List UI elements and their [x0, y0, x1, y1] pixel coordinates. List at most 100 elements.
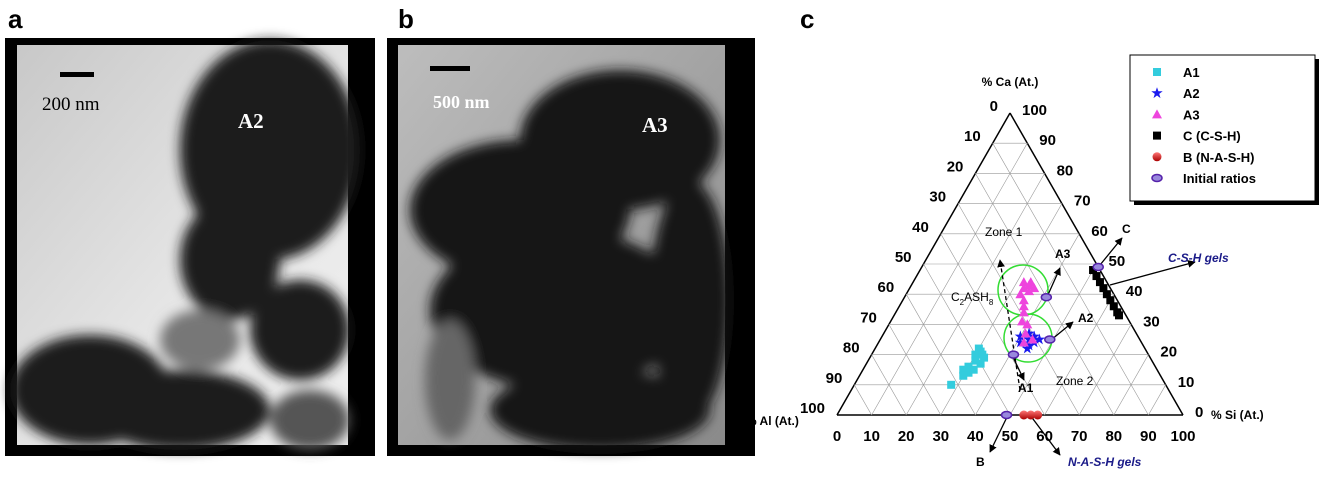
- grid-line: [871, 143, 1028, 416]
- legend-marker: [1152, 152, 1162, 162]
- right-tick-label: 10: [1178, 374, 1195, 391]
- arrow: [997, 259, 1021, 391]
- left-tick-label: 0: [990, 98, 998, 115]
- scale-bar: [60, 72, 94, 77]
- micrograph-texture: [10, 40, 360, 450]
- point: [1014, 336, 1027, 348]
- bottom-tick-label: 80: [1105, 428, 1122, 445]
- axis-title: % Ca (At.): [982, 75, 1039, 89]
- right-tick-label: 20: [1160, 344, 1177, 361]
- bottom-tick-label: 40: [967, 428, 984, 445]
- point: [1019, 410, 1029, 420]
- left-tick-label: 30: [929, 189, 946, 206]
- grid-line: [1148, 384, 1166, 416]
- point: [1021, 342, 1033, 354]
- point: [1020, 328, 1031, 338]
- right-tick-label: 30: [1143, 313, 1160, 330]
- point: [1023, 327, 1035, 339]
- bottom-tick-label: 50: [1002, 428, 1019, 445]
- annotation: C: [1122, 222, 1131, 236]
- left-tick-label: 70: [860, 309, 877, 326]
- right-tick-label: 80: [1057, 162, 1074, 179]
- point: [1018, 283, 1029, 293]
- grid-line: [992, 143, 1149, 416]
- point: [971, 356, 980, 365]
- point: [1023, 339, 1035, 351]
- point: [971, 350, 980, 359]
- point: [1027, 334, 1038, 344]
- point: [959, 371, 968, 380]
- right-tick-label: 40: [1126, 283, 1143, 300]
- grid-line: [1113, 354, 1149, 416]
- point: [1017, 316, 1028, 326]
- point: [1033, 333, 1046, 345]
- grid-line: [905, 294, 976, 416]
- annotation: B: [976, 455, 985, 469]
- phase-label-part: ASH: [964, 290, 989, 304]
- annotation: A3: [1055, 247, 1071, 261]
- legend-marker: [1151, 173, 1163, 183]
- left-tick-label: 80: [843, 340, 860, 357]
- scale-text: 500 nm: [433, 92, 490, 112]
- axis-title: % Si (At.): [1211, 408, 1264, 422]
- point: [1018, 307, 1029, 317]
- point: [1018, 295, 1029, 305]
- legend-marker: [1153, 68, 1161, 76]
- point: [1018, 277, 1029, 287]
- point: [1102, 290, 1111, 299]
- scale-bar: [430, 66, 470, 71]
- phase-label-part: C: [951, 290, 960, 304]
- point: [1114, 311, 1123, 320]
- point: [1089, 266, 1098, 275]
- left-tick-label: 50: [895, 249, 912, 266]
- phase-label: C2ASH8: [951, 290, 994, 307]
- right-tick-label: 0: [1195, 404, 1203, 421]
- annotation: A2: [1078, 311, 1094, 325]
- grid-line: [1044, 294, 1115, 416]
- right-tick-label: 60: [1091, 223, 1108, 240]
- arrow: [1050, 321, 1074, 341]
- point: [1099, 284, 1108, 293]
- right-tick-label: 70: [1074, 193, 1091, 210]
- point: [1007, 350, 1020, 359]
- sample-label: A3: [642, 113, 668, 137]
- point: [1106, 296, 1115, 305]
- legend-label: A3: [1183, 107, 1200, 122]
- panel-label: a: [8, 4, 23, 34]
- grid-line: [923, 263, 1011, 416]
- point: [1044, 335, 1056, 344]
- annotation: C-S-H gels: [1168, 251, 1229, 265]
- grid-line: [1078, 324, 1132, 416]
- point: [959, 365, 968, 374]
- legend-label: A1: [1183, 65, 1200, 80]
- point: [1109, 302, 1118, 311]
- legend-label: B (N-A-S-H): [1183, 150, 1254, 165]
- legend-marker: [1152, 109, 1162, 119]
- point: [1092, 262, 1104, 272]
- sample-label: A2: [238, 109, 264, 133]
- left-tick-label: 10: [964, 128, 981, 145]
- left-tick-label: 90: [826, 370, 843, 387]
- arrow: [989, 414, 1009, 453]
- point: [1040, 292, 1053, 302]
- arrow: [1029, 414, 1061, 456]
- point: [1025, 277, 1036, 287]
- legend-label: C (C-S-H): [1183, 129, 1241, 144]
- right-tick-label: 100: [1022, 102, 1047, 119]
- point: [964, 368, 973, 377]
- left-tick-label: 40: [912, 219, 929, 236]
- point: [1000, 410, 1013, 420]
- point: [947, 380, 956, 389]
- point: [1092, 272, 1101, 281]
- bottom-tick-label: 30: [932, 428, 949, 445]
- panel-label: b: [398, 4, 414, 34]
- point: [1022, 319, 1033, 329]
- grid-line: [854, 384, 872, 416]
- phase-label-part: 2: [960, 298, 965, 307]
- grid-line: [888, 324, 942, 416]
- point: [1018, 337, 1029, 347]
- point: [969, 365, 978, 374]
- bottom-tick-label: 0: [833, 428, 841, 445]
